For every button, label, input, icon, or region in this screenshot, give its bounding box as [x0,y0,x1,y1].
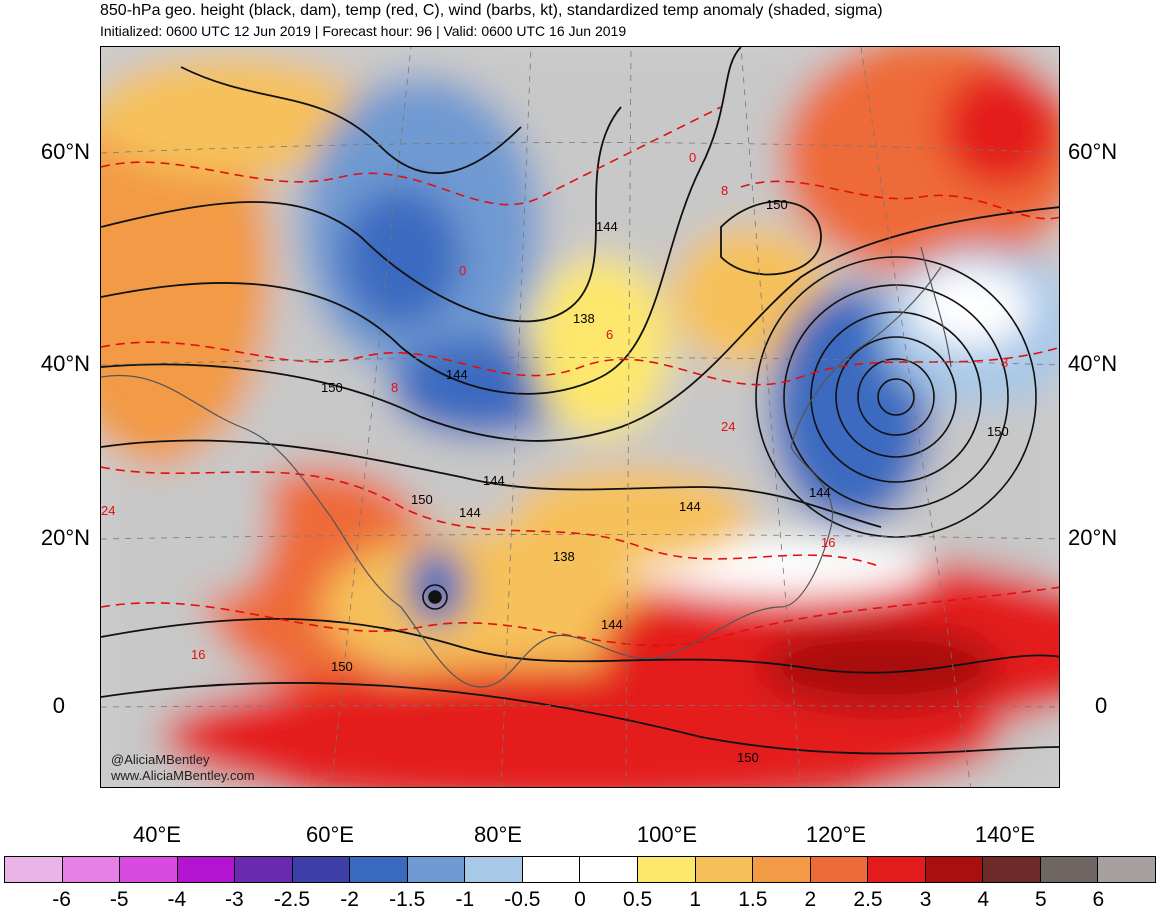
colorbar-swatch [465,857,523,882]
credit-website: www.AliciaMBentley.com [111,768,255,783]
colorbar [4,856,1156,883]
colorbar-swatch [695,857,754,882]
colorbar-swatch [522,857,581,882]
height-label: 144 [809,485,831,500]
height-label: 144 [679,499,701,514]
colorbar-swatch [62,857,121,882]
colorbar-label: 1.5 [738,888,768,911]
colorbar-swatch [292,857,351,882]
colorbar-swatch [350,857,408,882]
colorbar-swatch [235,857,293,882]
colorbar-swatch [925,857,984,882]
colorbar-label: -5 [109,888,129,911]
colorbar-swatch [983,857,1041,882]
height-label: 150 [331,659,353,674]
map-title: 850-hPa geo. height (black, dam), temp (… [100,2,883,19]
colorbar-label: -1.5 [389,888,426,911]
lat-label-left: 60°N [40,139,90,164]
colorbar-label: 4 [977,888,990,911]
colorbar-label: -6 [52,888,71,911]
colorbar-label: -3 [225,888,244,911]
colorbar-swatch [1098,857,1155,882]
lat-label-left: 40°N [40,351,90,376]
lat-label-left: 0 [52,693,65,718]
temp-label: 16 [191,647,206,662]
colorbar-label: 0.5 [622,888,653,911]
colorbar-label: 3 [919,888,932,911]
temperature-contours [101,106,1059,647]
colorbar-label: -4 [167,888,187,911]
height-label: 150 [766,197,788,212]
height-contours [101,47,1059,755]
lon-label: 60°E [306,822,354,847]
colorbar-swatch [120,857,178,882]
colorbar-swatch [177,857,236,882]
temp-label: 16 [821,535,836,550]
colorbar-swatch [1040,857,1099,882]
height-label: 150 [987,424,1009,439]
temp-label: 24 [721,419,736,434]
weather-map: 144 150 138 144 150 144 150 144 144 138 … [100,46,1060,788]
colorbar-label: 5 [1034,888,1047,911]
colorbar-label: -2.5 [273,888,311,911]
lat-label-left: 20°N [40,525,90,550]
colorbar-label: 2.5 [853,888,883,911]
temp-label: 0 [459,263,467,278]
temp-label: 8 [721,183,729,198]
lon-label: 120°E [805,822,867,847]
colorbar-swatch [407,857,466,882]
map-canvas [101,47,1059,787]
colorbar-label: 0 [574,888,586,911]
height-label: 144 [446,367,468,382]
colorbar-swatch [868,857,926,882]
map-subtitle: Initialized: 0600 UTC 12 Jun 2019 | Fore… [100,23,627,39]
temp-label: 0 [689,150,697,165]
colorbar-label: 2 [804,888,817,911]
lat-label-right: 20°N [1068,525,1118,550]
temp-label: 24 [101,503,116,518]
lat-label-right: 60°N [1068,139,1118,164]
lat-label-right: 40°N [1068,351,1118,376]
colorbar-label: -2 [340,888,359,911]
height-label: 150 [411,492,433,507]
colorbar-swatch [5,857,63,882]
temp-label: 8 [1001,355,1009,370]
coastlines [101,246,952,688]
height-label: 150 [737,750,759,765]
lon-label: 140°E [974,822,1036,847]
graticule [101,47,1059,787]
colorbar-swatch [580,857,639,882]
height-label: 150 [321,380,343,395]
lon-label: 40°E [133,822,181,847]
height-label: 144 [596,219,618,234]
lon-label: 80°E [474,822,522,847]
temp-label: 8 [391,380,399,395]
height-label: 144 [459,505,481,520]
height-label: 144 [601,617,623,632]
temp-label: 6 [606,327,614,342]
lat-label-right: 0 [1095,693,1108,718]
colorbar-swatch [638,857,696,882]
colorbar-label: 1 [689,888,702,911]
colorbar-swatch [753,857,811,882]
colorbar-label: -1 [455,888,475,911]
height-label: 144 [483,473,505,488]
lon-label: 100°E [636,822,698,847]
colorbar-label: -0.5 [504,888,541,911]
credit-handle: @AliciaMBentley [111,752,210,767]
height-label: 138 [553,549,575,564]
colorbar-label: 6 [1092,888,1105,911]
height-label: 138 [573,311,595,326]
colorbar-swatch [810,857,869,882]
